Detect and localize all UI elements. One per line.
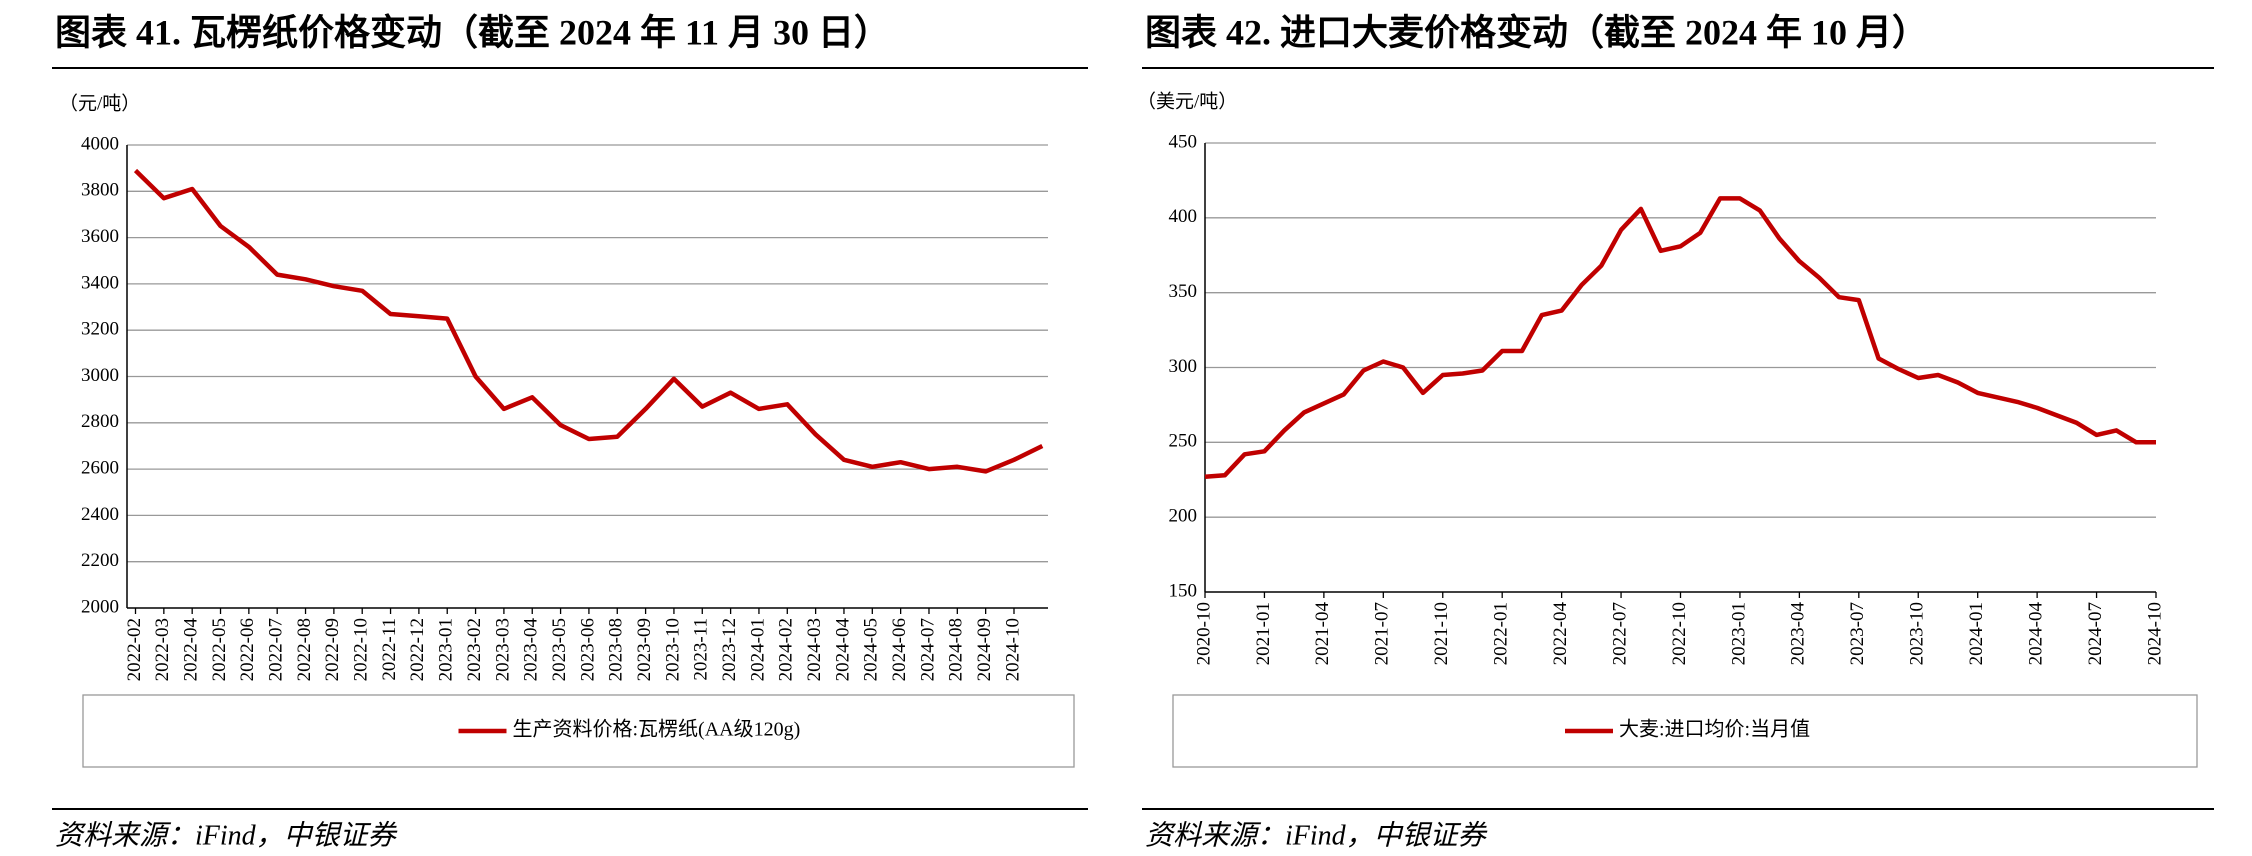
y-unit-label: （美元/吨） bbox=[1137, 90, 1237, 112]
x-tick-label: 2023-11 bbox=[691, 618, 712, 681]
x-tick-label: 2024-06 bbox=[889, 618, 910, 681]
x-tick-label: 2020-10 bbox=[1193, 602, 1214, 665]
y-tick-label: 2600 bbox=[81, 457, 119, 478]
x-tick-label: 2024-04 bbox=[2025, 602, 2046, 666]
x-tick-label: 2024-02 bbox=[776, 618, 797, 681]
x-tick-label: 2023-06 bbox=[577, 618, 598, 681]
y-tick-label: 2400 bbox=[81, 504, 119, 525]
legend-label: 大麦:进口均价:当月值 bbox=[1619, 718, 1810, 741]
x-tick-label: 2024-07 bbox=[2085, 602, 2106, 665]
x-tick-label: 2023-08 bbox=[606, 618, 627, 681]
x-tick-label: 2023-01 bbox=[1728, 602, 1749, 665]
x-tick-label: 2022-10 bbox=[1669, 602, 1690, 665]
x-tick-label: 2021-04 bbox=[1312, 602, 1333, 666]
x-tick-label: 2022-03 bbox=[152, 618, 173, 681]
x-tick-label: 2024-10 bbox=[1002, 618, 1023, 681]
x-tick-label: 2024-08 bbox=[946, 618, 967, 681]
legend-label: 生产资料价格:瓦楞纸(AA级120g) bbox=[513, 718, 801, 741]
x-tick-label: 2022-07 bbox=[1609, 602, 1630, 665]
y-tick-label: 2000 bbox=[81, 596, 119, 617]
x-tick-label: 2023-02 bbox=[464, 618, 485, 681]
chart-title: 图表 41. 瓦楞纸价格变动（截至 2024 年 11 月 30 日） bbox=[55, 11, 890, 52]
y-unit-label: （元/吨） bbox=[59, 92, 140, 114]
y-tick-label: 150 bbox=[1169, 580, 1198, 601]
x-tick-label: 2022-12 bbox=[407, 618, 428, 681]
x-tick-label: 2024-09 bbox=[974, 618, 995, 681]
x-tick-label: 2021-10 bbox=[1431, 602, 1452, 665]
y-tick-label: 3400 bbox=[81, 272, 119, 293]
y-tick-label: 3800 bbox=[81, 180, 119, 201]
y-tick-label: 450 bbox=[1169, 131, 1198, 152]
x-tick-label: 2023-07 bbox=[1847, 602, 1868, 665]
x-tick-label: 2024-04 bbox=[832, 618, 853, 682]
y-tick-label: 350 bbox=[1169, 281, 1198, 302]
line-series bbox=[133, 168, 1044, 474]
x-tick-label: 2022-10 bbox=[351, 618, 372, 681]
x-tick-label: 2021-07 bbox=[1372, 602, 1393, 665]
y-tick-label: 200 bbox=[1169, 506, 1198, 527]
line-series bbox=[1204, 196, 2156, 480]
y-tick-label: 3200 bbox=[81, 319, 119, 340]
x-tick-label: 2024-01 bbox=[1966, 602, 1987, 665]
x-tick-label: 2023-04 bbox=[521, 618, 542, 682]
x-tick-label: 2022-08 bbox=[294, 618, 315, 681]
x-tick-label: 2022-11 bbox=[379, 618, 400, 681]
y-tick-label: 2200 bbox=[81, 550, 119, 571]
x-tick-label: 2022-02 bbox=[124, 618, 145, 681]
y-tick-label: 250 bbox=[1169, 431, 1198, 452]
x-tick-label: 2024-10 bbox=[2144, 602, 2165, 665]
x-tick-label: 2022-07 bbox=[266, 618, 287, 681]
x-tick-label: 2023-10 bbox=[662, 618, 683, 681]
x-tick-label: 2024-05 bbox=[861, 618, 882, 681]
source-note: 资料来源：iFind，中银证券 bbox=[55, 820, 398, 851]
x-tick-label: 2021-01 bbox=[1253, 602, 1274, 665]
x-tick-label: 2022-06 bbox=[237, 618, 258, 681]
x-tick-label: 2022-09 bbox=[322, 618, 343, 681]
x-tick-label: 2023-05 bbox=[549, 618, 570, 681]
y-tick-label: 2800 bbox=[81, 411, 119, 432]
x-tick-label: 2022-04 bbox=[181, 618, 202, 682]
x-tick-label: 2023-03 bbox=[492, 618, 513, 681]
y-tick-label: 400 bbox=[1169, 206, 1198, 227]
y-tick-label: 3000 bbox=[81, 365, 119, 386]
legend-box bbox=[1172, 694, 2198, 768]
x-tick-label: 2024-01 bbox=[747, 618, 768, 681]
source-note: 资料来源：iFind，中银证券 bbox=[1145, 820, 1488, 851]
x-tick-label: 2022-05 bbox=[209, 618, 230, 681]
x-tick-label: 2022-04 bbox=[1550, 602, 1571, 666]
x-tick-label: 2023-12 bbox=[719, 618, 740, 681]
x-tick-label: 2022-01 bbox=[1491, 602, 1512, 665]
y-tick-label: 3600 bbox=[81, 226, 119, 247]
y-tick-label: 300 bbox=[1169, 356, 1198, 377]
x-tick-label: 2023-10 bbox=[1907, 602, 1928, 665]
chart-title: 图表 42. 进口大麦价格变动（截至 2024 年 10 月） bbox=[1145, 11, 1928, 52]
x-tick-label: 2024-07 bbox=[917, 618, 938, 681]
x-tick-label: 2023-04 bbox=[1788, 602, 1809, 666]
x-tick-label: 2023-09 bbox=[634, 618, 655, 681]
x-tick-label: 2023-01 bbox=[436, 618, 457, 681]
x-tick-label: 2024-03 bbox=[804, 618, 825, 681]
legend-box bbox=[82, 694, 1075, 768]
y-tick-label: 4000 bbox=[81, 133, 119, 154]
